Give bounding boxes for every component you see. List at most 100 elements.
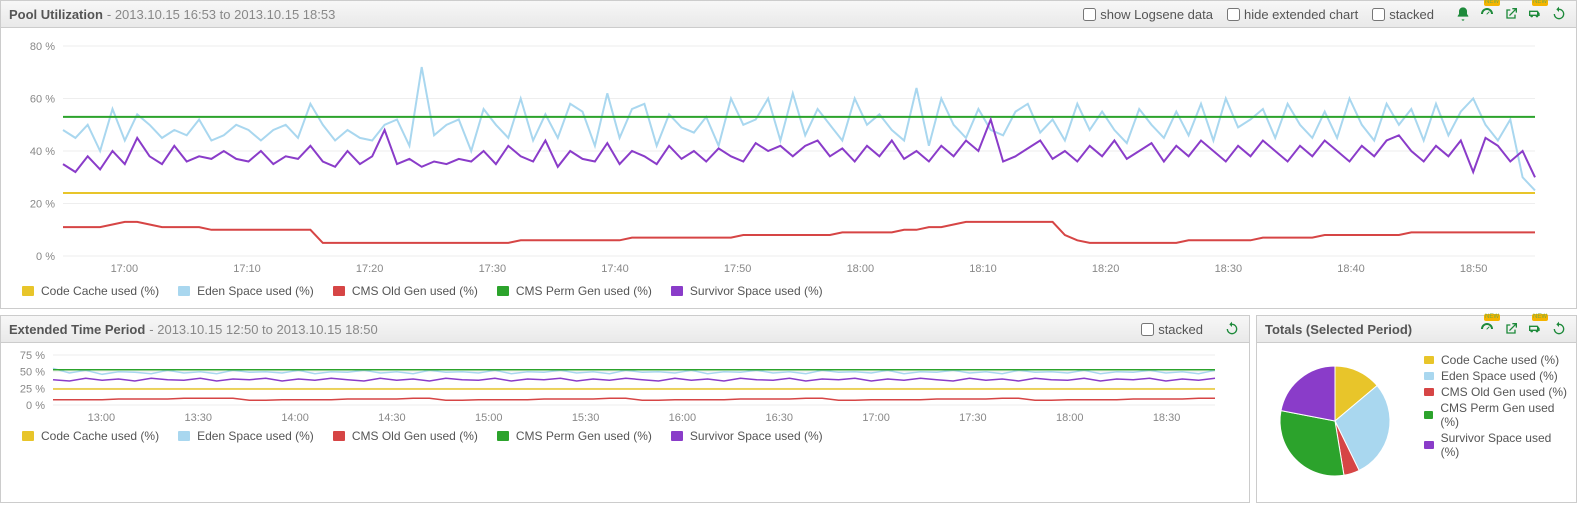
extended-header: Extended Time Period - 2013.10.15 12:50 … [1, 316, 1249, 343]
svg-text:17:50: 17:50 [724, 263, 752, 275]
svg-text:17:00: 17:00 [862, 412, 890, 421]
legend-label: CMS Perm Gen used (%) [1440, 401, 1568, 429]
svg-text:80 %: 80 % [30, 41, 55, 53]
svg-text:0 %: 0 % [26, 400, 45, 412]
svg-text:16:30: 16:30 [765, 412, 793, 421]
extended-title: Extended Time Period [9, 322, 145, 337]
svg-text:17:30: 17:30 [479, 263, 507, 275]
totals-legend: Code Cache used (%) Eden Space used (%) CM… [1415, 351, 1568, 494]
legend-label: Eden Space used (%) [197, 284, 314, 298]
svg-text:17:30: 17:30 [959, 412, 987, 421]
legend-item[interactable]: Code Cache used (%) [1423, 353, 1568, 367]
legend-label: Survivor Space used (%) [1441, 431, 1568, 459]
share-icon[interactable] [1502, 5, 1520, 23]
legend-swatch [670, 285, 684, 297]
legend-swatch [1423, 387, 1435, 397]
svg-text:20 %: 20 % [30, 199, 55, 211]
show-logsene-checkbox[interactable] [1083, 8, 1096, 21]
svg-text:17:20: 17:20 [356, 263, 384, 275]
legend-item[interactable]: Code Cache used (%) [21, 429, 159, 443]
legend-label: Code Cache used (%) [1441, 353, 1559, 367]
legend-item[interactable]: Code Cache used (%) [21, 284, 159, 298]
svg-text:17:40: 17:40 [601, 263, 629, 275]
stacked-label: stacked [1389, 7, 1434, 22]
legend-swatch [1423, 371, 1435, 381]
show-logsene-label: show Logsene data [1100, 7, 1213, 22]
totals-refresh-icon[interactable] [1550, 320, 1568, 338]
legend-item[interactable]: Eden Space used (%) [177, 429, 314, 443]
legend-label: Code Cache used (%) [41, 429, 159, 443]
main-chart: 0 %20 %40 %60 %80 %17:0017:1017:2017:301… [5, 36, 1545, 276]
legend-label: CMS Perm Gen used (%) [516, 284, 652, 298]
extended-chart-area: 0 %25 %50 %75 %13:0013:3014:0014:3015:00… [1, 343, 1249, 425]
totals-dashboard-icon[interactable] [1478, 320, 1496, 338]
refresh-icon[interactable] [1550, 5, 1568, 23]
panel-title: Pool Utilization [9, 7, 103, 22]
svg-text:25 %: 25 % [20, 383, 45, 395]
stacked-checkbox[interactable] [1372, 8, 1385, 21]
legend-label: CMS Old Gen used (%) [352, 284, 478, 298]
extended-stacked-checkbox[interactable] [1141, 323, 1154, 336]
svg-text:17:00: 17:00 [111, 263, 139, 275]
legend-item[interactable]: CMS Perm Gen used (%) [496, 284, 652, 298]
legend-label: Eden Space used (%) [1441, 369, 1558, 383]
svg-text:16:00: 16:00 [669, 412, 697, 421]
legend-swatch [496, 285, 510, 297]
show-logsene-option[interactable]: show Logsene data [1083, 7, 1213, 22]
extended-chart: 0 %25 %50 %75 %13:0013:3014:0014:3015:00… [5, 351, 1225, 421]
legend-item[interactable]: CMS Old Gen used (%) [332, 284, 478, 298]
svg-text:18:30: 18:30 [1215, 263, 1243, 275]
legend-label: CMS Old Gen used (%) [1441, 385, 1567, 399]
extended-stacked-option[interactable]: stacked [1141, 322, 1203, 337]
extended-legend: Code Cache used (%) Eden Space used (%) CM… [1, 425, 1249, 453]
totals-header: Totals (Selected Period) [1257, 316, 1576, 343]
svg-text:18:20: 18:20 [1092, 263, 1120, 275]
bell-icon[interactable] [1454, 5, 1472, 23]
transport-icon[interactable] [1526, 5, 1544, 23]
legend-swatch [670, 430, 684, 442]
legend-label: Eden Space used (%) [197, 429, 314, 443]
svg-text:18:00: 18:00 [847, 263, 875, 275]
legend-item[interactable]: Survivor Space used (%) [1423, 431, 1568, 459]
svg-text:18:10: 18:10 [969, 263, 997, 275]
hide-extended-label: hide extended chart [1244, 7, 1358, 22]
svg-text:40 %: 40 % [30, 146, 55, 158]
extended-refresh-icon[interactable] [1223, 320, 1241, 338]
totals-share-icon[interactable] [1502, 320, 1520, 338]
legend-item[interactable]: Eden Space used (%) [177, 284, 314, 298]
totals-transport-icon[interactable] [1526, 320, 1544, 338]
dashboard-icon[interactable] [1478, 5, 1496, 23]
legend-item[interactable]: CMS Perm Gen used (%) [496, 429, 652, 443]
hide-extended-checkbox[interactable] [1227, 8, 1240, 21]
svg-text:13:30: 13:30 [184, 412, 212, 421]
legend-label: CMS Perm Gen used (%) [516, 429, 652, 443]
legend-swatch [1423, 355, 1435, 365]
pool-utilization-header: Pool Utilization - 2013.10.15 16:53 to 2… [1, 1, 1576, 28]
legend-item[interactable]: Eden Space used (%) [1423, 369, 1568, 383]
legend-label: Survivor Space used (%) [690, 284, 823, 298]
main-chart-area: 0 %20 %40 %60 %80 %17:0017:1017:2017:301… [1, 28, 1576, 280]
svg-text:14:00: 14:00 [281, 412, 309, 421]
legend-swatch [177, 285, 191, 297]
totals-title: Totals (Selected Period) [1265, 322, 1412, 337]
svg-text:50 %: 50 % [20, 367, 45, 379]
stacked-option[interactable]: stacked [1372, 7, 1434, 22]
legend-item[interactable]: Survivor Space used (%) [670, 429, 823, 443]
svg-text:60 %: 60 % [30, 94, 55, 106]
totals-panel: Totals (Selected Period) Code Cache used… [1256, 315, 1577, 503]
legend-item[interactable]: CMS Old Gen used (%) [332, 429, 478, 443]
totals-body: Code Cache used (%) Eden Space used (%) CM… [1257, 343, 1576, 502]
pool-utilization-panel: Pool Utilization - 2013.10.15 16:53 to 2… [0, 0, 1577, 309]
legend-swatch [332, 285, 346, 297]
legend-item[interactable]: CMS Perm Gen used (%) [1423, 401, 1568, 429]
legend-label: Code Cache used (%) [41, 284, 159, 298]
main-legend: Code Cache used (%) Eden Space used (%) CM… [1, 280, 1576, 308]
totals-pie-chart [1265, 351, 1405, 491]
legend-item[interactable]: Survivor Space used (%) [670, 284, 823, 298]
legend-swatch [332, 430, 346, 442]
svg-text:13:00: 13:00 [88, 412, 116, 421]
svg-text:75 %: 75 % [20, 351, 45, 362]
hide-extended-option[interactable]: hide extended chart [1227, 7, 1358, 22]
legend-item[interactable]: CMS Old Gen used (%) [1423, 385, 1568, 399]
legend-label: CMS Old Gen used (%) [352, 429, 478, 443]
